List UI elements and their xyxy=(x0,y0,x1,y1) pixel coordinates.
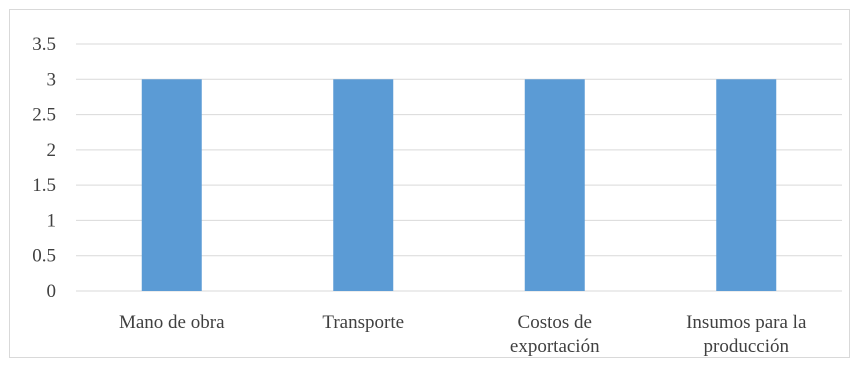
y-tick-label: 0 xyxy=(47,281,57,302)
x-axis-category-labels: Mano de obra Transporte Costos de exportaci… xyxy=(119,312,807,357)
x-category-label: Mano de obra xyxy=(119,312,225,333)
bar xyxy=(333,79,394,292)
x-category-label: Costos de exportación xyxy=(510,312,600,357)
x-category-label-line: Costos de xyxy=(518,312,592,333)
x-category-label-line: Transporte xyxy=(322,312,404,333)
x-category-label-line: Mano de obra xyxy=(119,312,225,333)
bar xyxy=(524,79,585,292)
x-category-label: Transporte xyxy=(322,312,404,333)
bar xyxy=(716,79,777,292)
gridlines xyxy=(76,43,842,292)
x-category-label-line: Insumos para la xyxy=(686,312,807,333)
x-category-label: Insumos para la producción xyxy=(686,312,807,357)
y-tick-label: 2 xyxy=(47,140,57,161)
bars xyxy=(141,79,777,292)
y-tick-label: 0.5 xyxy=(32,246,56,267)
y-axis-tick-labels: 0 0.5 1 1.5 2 2.5 3 3.5 xyxy=(32,34,56,302)
y-tick-label: 3 xyxy=(47,69,57,90)
y-tick-label: 2.5 xyxy=(32,105,56,126)
bar xyxy=(141,79,202,292)
y-tick-label: 1 xyxy=(47,210,57,231)
x-category-label-line: exportación xyxy=(510,336,600,357)
y-tick-label: 1.5 xyxy=(32,175,56,196)
y-tick-label: 3.5 xyxy=(32,34,56,55)
x-category-label-line: producción xyxy=(704,336,790,357)
